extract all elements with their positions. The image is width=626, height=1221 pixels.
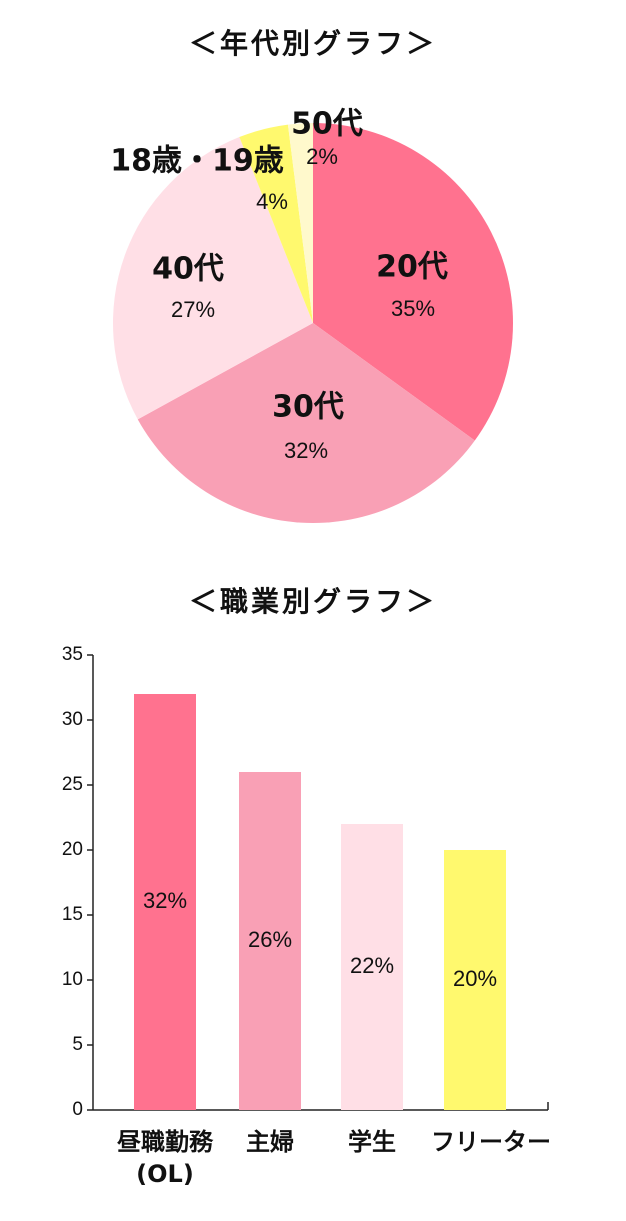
x-tick-label: フリーター	[431, 1128, 551, 1156]
slice-value-label: 27%	[171, 297, 215, 322]
bar-value-label: 26%	[248, 927, 292, 952]
slice-label: 20代	[376, 250, 448, 285]
bar-value-label: 32%	[143, 888, 187, 913]
pie-slice	[113, 137, 313, 420]
slice-value-label: 4%	[256, 189, 288, 214]
y-tick-label: 30	[62, 709, 83, 730]
bar-value-label: 20%	[453, 966, 497, 991]
pie-slice	[239, 124, 313, 323]
bar	[239, 772, 301, 1110]
y-tick-label: 5	[72, 1034, 83, 1055]
x-tick-label: 学生	[348, 1128, 396, 1156]
y-tick-label: 35	[62, 644, 83, 665]
x-tick-label: 主婦	[246, 1128, 294, 1156]
bar	[134, 694, 196, 1110]
y-tick-label: 20	[62, 839, 83, 860]
slice-value-label: 2%	[306, 144, 338, 169]
pie-slice	[287, 123, 313, 323]
slice-value-label: 35%	[391, 296, 435, 321]
slice-label: 50代	[291, 107, 363, 142]
slice-label: 30代	[272, 390, 344, 425]
y-tick-label: 15	[62, 904, 83, 925]
slice-label: 18歳・19歳	[110, 144, 284, 179]
pie-title: ＜年代別グラフ＞	[189, 27, 437, 60]
bar	[341, 824, 403, 1110]
y-tick-label: 25	[62, 774, 83, 795]
y-tick-label: 0	[72, 1099, 83, 1120]
bar-title: ＜職業別グラフ＞	[189, 585, 437, 618]
pie-slice	[137, 323, 475, 523]
bar	[444, 850, 506, 1110]
y-tick-label: 10	[62, 969, 83, 990]
slice-value-label: 32%	[284, 438, 328, 463]
slice-label: 40代	[152, 252, 224, 287]
x-tick-label: 昼職勤務(OL)	[117, 1128, 213, 1188]
bar-value-label: 22%	[350, 953, 394, 978]
pie-slice	[313, 123, 513, 441]
